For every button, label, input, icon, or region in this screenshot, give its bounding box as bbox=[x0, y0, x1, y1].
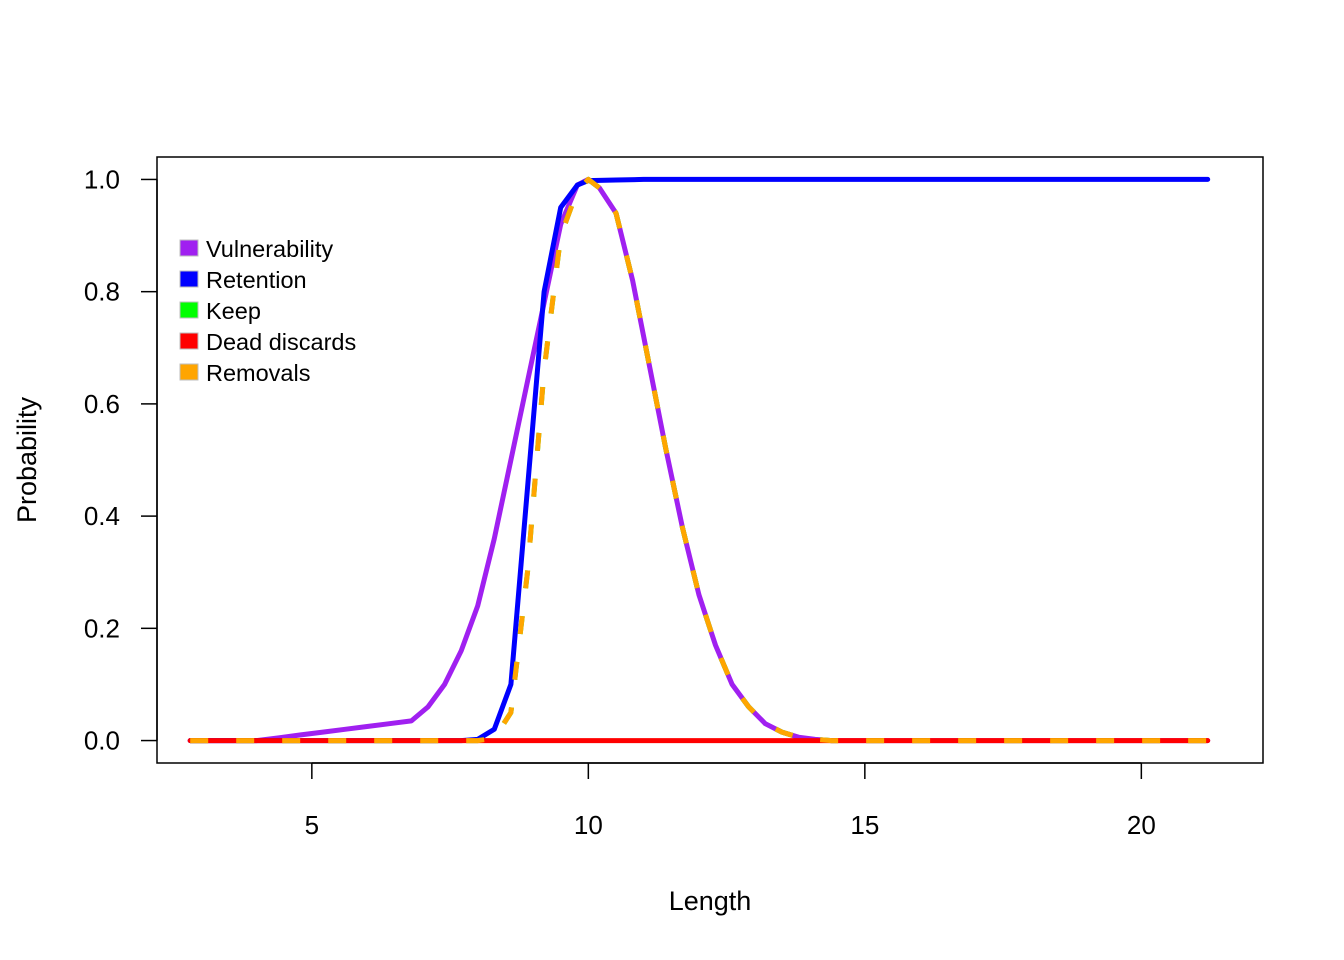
y-tick-label: 0.6 bbox=[84, 389, 120, 419]
legend: Vulnerability Retention Keep Dead discards R… bbox=[179, 236, 356, 386]
x-tick-label: 20 bbox=[1127, 810, 1156, 840]
legend-swatch-removals bbox=[179, 363, 199, 381]
x-axis: 5 10 15 20 bbox=[305, 762, 1156, 840]
x-tick-label: 5 bbox=[305, 810, 319, 840]
y-tick-label: 0.0 bbox=[84, 726, 120, 756]
legend-swatch-dead-discards bbox=[179, 332, 199, 350]
y-tick-label: 0.4 bbox=[84, 501, 120, 531]
legend-label-retention: Retention bbox=[206, 267, 307, 293]
y-tick-label: 1.0 bbox=[84, 164, 120, 194]
series-layer bbox=[187, 176, 1211, 744]
x-tick-label: 15 bbox=[850, 810, 879, 840]
legend-label-keep: Keep bbox=[206, 298, 261, 324]
series-line-removals bbox=[190, 176, 1208, 744]
y-axis-title: Probability bbox=[12, 396, 42, 523]
y-tick-label: 0.2 bbox=[84, 613, 120, 643]
y-axis: 0.0 0.2 0.4 0.6 0.8 1.0 bbox=[84, 164, 158, 756]
legend-swatch-vulnerability bbox=[179, 239, 199, 257]
legend-swatch-keep bbox=[179, 301, 199, 319]
x-axis-title: Length bbox=[669, 886, 752, 916]
legend-label-dead-discards: Dead discards bbox=[206, 329, 356, 355]
legend-label-vulnerability: Vulnerability bbox=[206, 236, 333, 262]
legend-swatch-retention bbox=[179, 270, 199, 288]
legend-label-removals: Removals bbox=[206, 360, 310, 386]
y-tick-label: 0.8 bbox=[84, 277, 120, 307]
x-tick-label: 10 bbox=[574, 810, 603, 840]
